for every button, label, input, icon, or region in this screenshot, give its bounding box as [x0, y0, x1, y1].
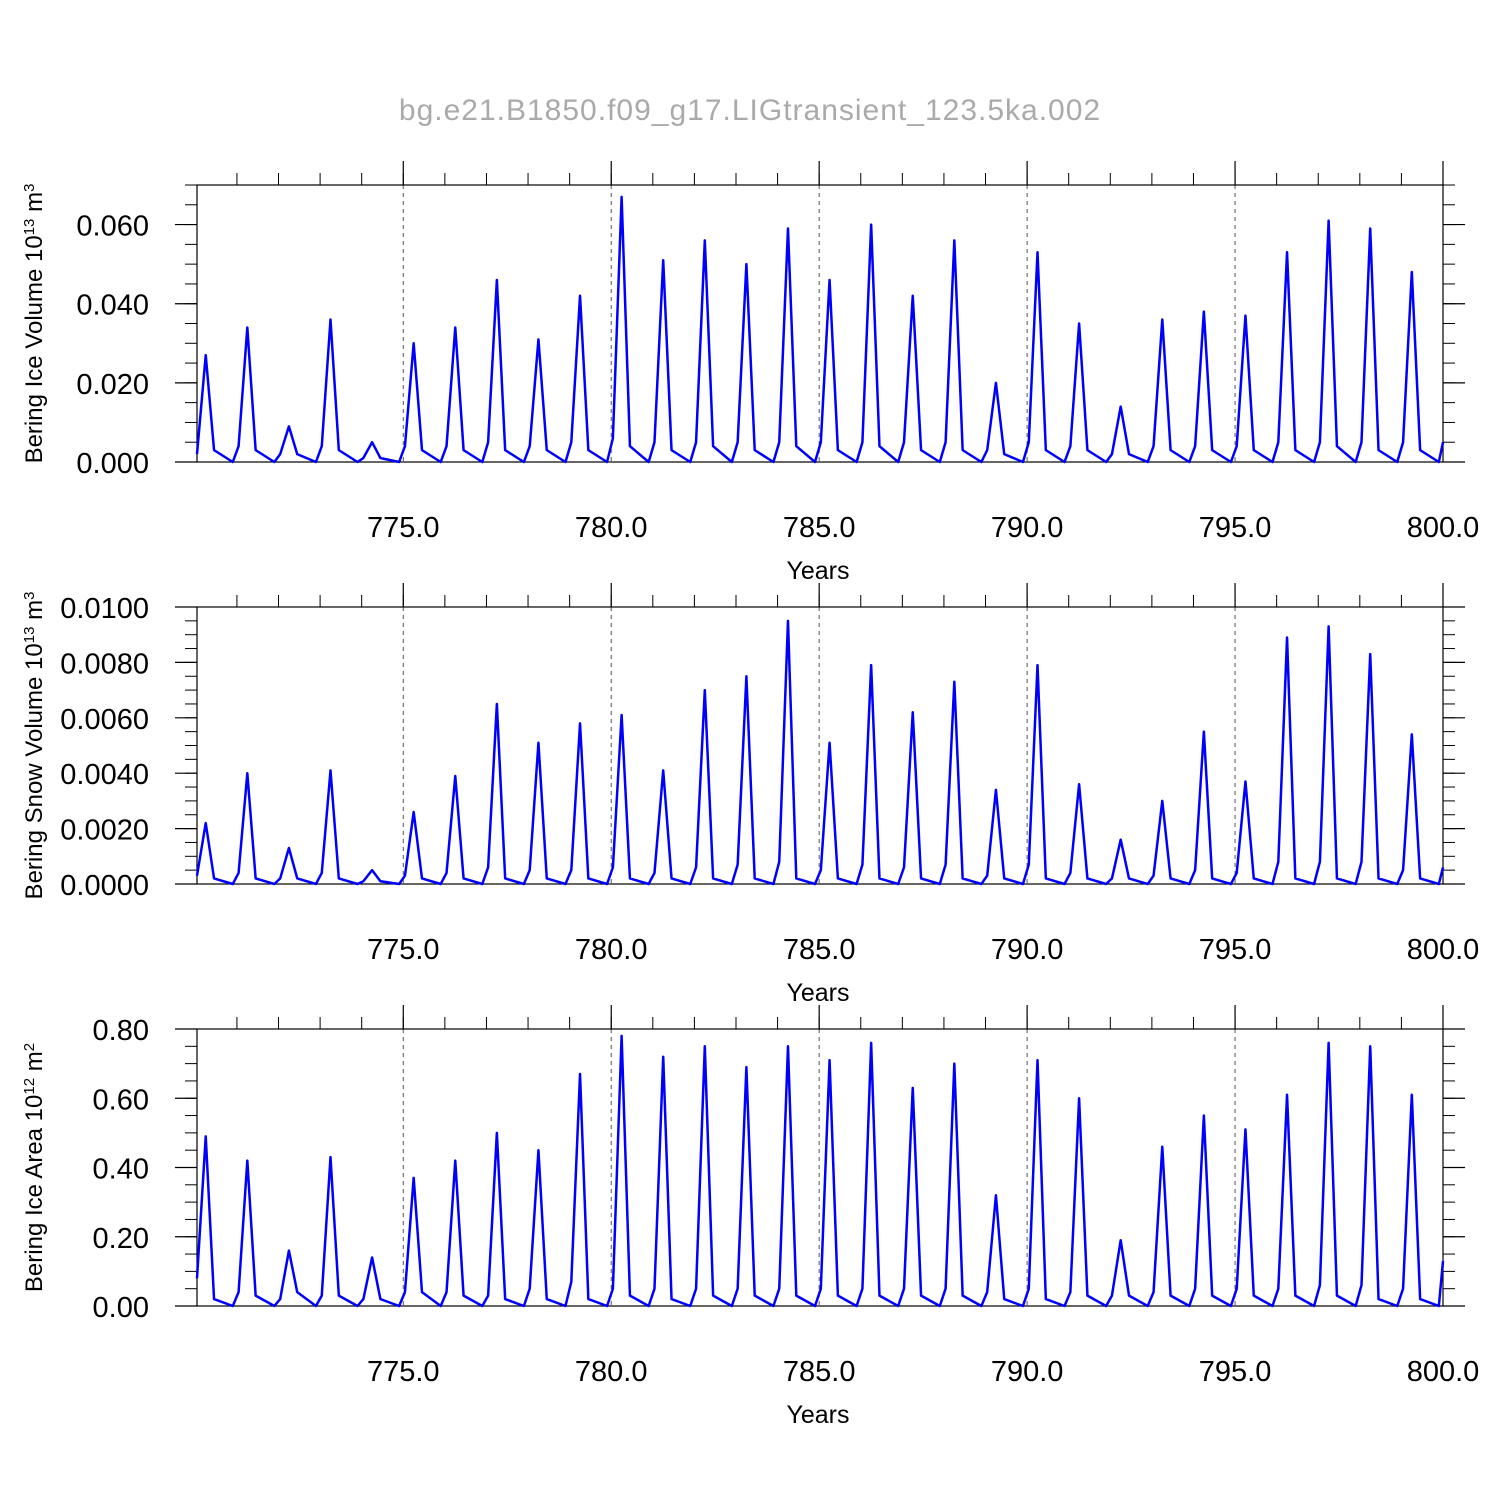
y-axis-label-part: m — [21, 192, 48, 219]
x-tick-label: 775.0 — [367, 1356, 440, 1388]
x-axis-label: Years — [786, 1401, 849, 1429]
x-tick-label: 795.0 — [1199, 934, 1272, 966]
y-tick-label: 0.60 — [93, 1084, 149, 1116]
x-tick-label: 775.0 — [367, 512, 440, 544]
data-line — [195, 619, 1445, 886]
y-tick-label: 0.80 — [93, 1015, 149, 1047]
x-tick-label: 800.0 — [1407, 934, 1480, 966]
y-axis-label-part: 3 — [21, 184, 38, 192]
y-axis-label-part: Bering Snow Volume 10 — [21, 643, 48, 899]
y-axis-label-part: m — [21, 1051, 48, 1078]
y-axis-label: Bering Snow Volume 1013 m3 — [21, 592, 49, 900]
y-tick-label: 0.040 — [76, 290, 149, 322]
x-tick-label: 780.0 — [575, 512, 648, 544]
x-tick-label: 785.0 — [783, 1356, 856, 1388]
x-tick-label: 795.0 — [1199, 1356, 1272, 1388]
y-tick-label: 0.0000 — [60, 870, 149, 902]
x-tick-label: 785.0 — [783, 934, 856, 966]
x-tick-label: 795.0 — [1199, 512, 1272, 544]
y-axis-label-part: 13 — [21, 219, 38, 236]
y-tick-label: 0.060 — [76, 211, 149, 243]
y-axis-label-part: Bering Ice Volume 10 — [21, 235, 48, 463]
y-axis-label: Bering Ice Area 1012 m2 — [21, 1043, 49, 1292]
y-tick-label: 0.20 — [93, 1223, 149, 1255]
x-tick-label: 800.0 — [1407, 512, 1480, 544]
y-tick-label: 0.0020 — [60, 815, 149, 847]
figure-title: bg.e21.B1850.f09_g17.LIGtransient_123.5k… — [399, 94, 1101, 127]
x-tick-label: 800.0 — [1407, 1356, 1480, 1388]
x-axis-label: Years — [786, 979, 849, 1007]
x-tick-label: 780.0 — [575, 934, 648, 966]
y-axis-label-part: m — [21, 600, 48, 627]
y-tick-label: 0.000 — [76, 448, 149, 480]
x-tick-label: 785.0 — [783, 512, 856, 544]
x-axis-label: Years — [786, 557, 849, 585]
x-tick-label: 790.0 — [991, 512, 1064, 544]
y-tick-label: 0.00 — [93, 1292, 149, 1324]
x-tick-label: 780.0 — [575, 1356, 648, 1388]
x-tick-label: 790.0 — [991, 934, 1064, 966]
x-tick-label: 775.0 — [367, 934, 440, 966]
y-axis-label-part: 13 — [21, 627, 38, 644]
x-tick-label: 790.0 — [991, 1356, 1064, 1388]
y-tick-label: 0.0040 — [60, 759, 149, 791]
plot-frame — [196, 606, 1444, 885]
y-axis-label: Bering Ice Volume 1013 m3 — [21, 184, 49, 464]
data-line — [195, 1034, 1445, 1308]
y-tick-label: 0.020 — [76, 369, 149, 401]
y-tick-label: 0.0080 — [60, 648, 149, 680]
data-line — [195, 195, 1445, 464]
y-tick-label: 0.0060 — [60, 704, 149, 736]
y-axis-label-part: 2 — [21, 1043, 38, 1051]
y-axis-label-part: Bering Ice Area 10 — [21, 1095, 48, 1292]
plot-frame — [196, 184, 1444, 463]
y-tick-label: 0.40 — [93, 1154, 149, 1186]
y-axis-label-part: 3 — [21, 592, 38, 600]
plot-frame — [196, 1028, 1444, 1307]
y-axis-label-part: 12 — [21, 1078, 38, 1095]
y-tick-label: 0.0100 — [60, 593, 149, 625]
